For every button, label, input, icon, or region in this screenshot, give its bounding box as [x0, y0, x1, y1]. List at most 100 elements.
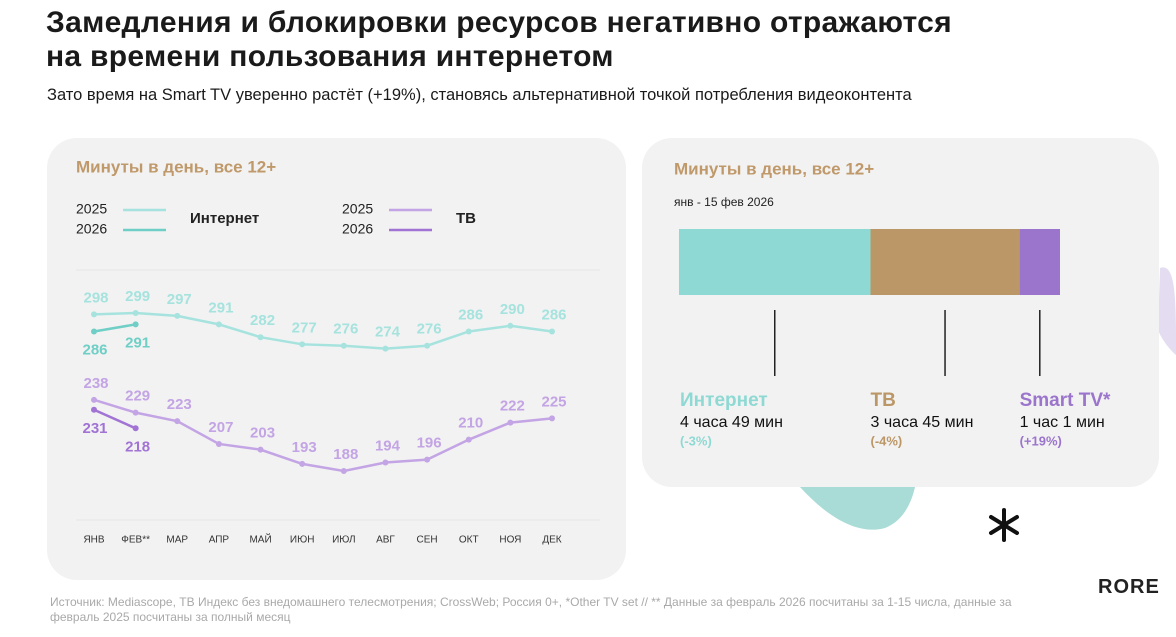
decor-shape [1158, 267, 1176, 355]
card [642, 138, 1159, 487]
data-label: 286 [541, 306, 566, 323]
title-line: Замедления и блокировки ресурсов негатив… [46, 6, 952, 39]
segment-name: Интернет [680, 390, 768, 411]
data-point [507, 419, 514, 426]
data-point [174, 312, 181, 319]
series-line [93, 408, 137, 430]
x-tick-label: НОЯ [499, 535, 521, 546]
x-tick-label: ЯНВ [83, 535, 104, 546]
chart-title: Минуты в день, все 12+ [674, 159, 874, 178]
data-label: 274 [375, 324, 401, 341]
segment-change: (-3%) [680, 433, 712, 448]
legend-label: 2025 [76, 201, 107, 217]
card [47, 138, 626, 580]
data-point [549, 328, 555, 335]
data-label: 282 [250, 312, 275, 329]
data-point [340, 468, 347, 474]
decor-shape [800, 487, 915, 530]
title-line: на времени пользования интернетом [46, 40, 614, 73]
segment-name: Smart TV* [1020, 390, 1111, 411]
data-point [91, 396, 97, 403]
legend-group: ТВ [456, 210, 476, 227]
asterisk [989, 508, 1019, 542]
data-point [465, 436, 472, 443]
data-label: 194 [375, 437, 401, 454]
data-label: 286 [82, 341, 107, 358]
series-line [93, 323, 136, 333]
data-point [340, 342, 347, 349]
x-tick-label: МАЙ [249, 533, 271, 546]
x-tick-label: ДЕК [542, 535, 561, 546]
x-tick-label: ФЕВ** [121, 535, 150, 546]
data-point [424, 342, 431, 349]
data-label: 229 [125, 388, 150, 405]
data-label: 207 [208, 419, 233, 436]
data-label: 188 [333, 446, 358, 463]
subtitle: Зато время на Smart TV уверенно растёт (… [47, 86, 912, 104]
data-point [91, 406, 97, 413]
data-point [132, 310, 139, 316]
data-label: 291 [125, 334, 150, 351]
data-label: 231 [82, 420, 107, 437]
data-point [215, 321, 222, 328]
legend-label: 2026 [342, 221, 373, 237]
data-label: 193 [292, 439, 317, 456]
data-point [174, 418, 181, 425]
x-tick-label: СЕН [417, 535, 438, 546]
data-point [257, 334, 264, 341]
source-note: Источник: Mediascope, ТВ Индекс без внед… [50, 595, 1012, 624]
data-label: 223 [167, 396, 192, 413]
data-label: 210 [458, 415, 483, 432]
data-point [257, 446, 264, 453]
data-label: 297 [167, 291, 192, 308]
segment-value: 1 час 1 мин [1020, 414, 1105, 431]
x-tick-label: МАР [166, 535, 188, 546]
legend-group: Интернет [190, 210, 259, 227]
data-point [299, 460, 306, 467]
data-label: 225 [541, 393, 566, 410]
data-point [299, 341, 306, 348]
data-point [91, 311, 97, 318]
x-tick-label: АПР [209, 535, 230, 546]
chart-title: Минуты в день, все 12+ [76, 157, 276, 176]
bar-segment [870, 229, 1020, 295]
x-tick-label: ИЮН [290, 535, 315, 546]
bar-segment [1019, 229, 1060, 295]
data-point [215, 440, 222, 447]
data-point [132, 409, 139, 416]
segment-name: ТВ [870, 390, 895, 411]
series-line [93, 398, 553, 473]
data-point [132, 425, 139, 432]
segment-change: (-4%) [870, 433, 902, 448]
data-label: 277 [292, 319, 317, 336]
data-label: 276 [333, 321, 358, 338]
legend-label: 2026 [76, 221, 107, 237]
data-point [132, 321, 139, 328]
data-label: 238 [83, 375, 108, 392]
data-point [465, 328, 472, 335]
segment-value: 3 часа 45 мин [870, 414, 973, 431]
data-label: 203 [250, 425, 275, 442]
chart-subtitle: янв - 15 фев 2026 [674, 195, 774, 209]
data-label: 299 [125, 288, 150, 305]
data-label: 286 [458, 306, 483, 323]
data-point [424, 456, 431, 463]
data-label: 222 [500, 398, 525, 415]
title: Замедления и блокировки ресурсов негатив… [46, 6, 952, 74]
x-tick-label: ИЮЛ [332, 535, 355, 546]
data-label: 218 [125, 438, 150, 455]
data-label: 276 [417, 321, 442, 338]
data-point [507, 322, 514, 329]
segment-value: 4 часа 49 мин [680, 414, 783, 431]
data-point [382, 459, 389, 466]
bar-segment [679, 229, 871, 295]
data-point [91, 328, 97, 335]
data-point [549, 415, 555, 422]
logo: RORE [1098, 576, 1160, 598]
legend-label: 2025 [342, 201, 373, 217]
x-tick-label: ОКТ [459, 535, 479, 546]
data-label: 298 [83, 289, 108, 306]
data-label: 290 [500, 301, 525, 318]
